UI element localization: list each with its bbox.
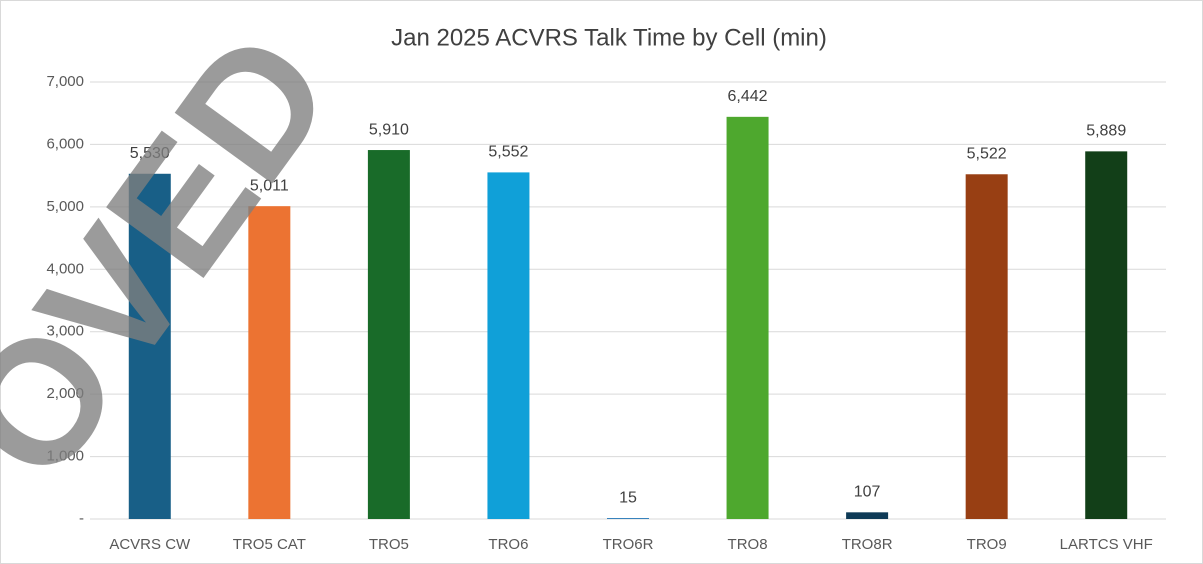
bar xyxy=(367,150,410,519)
bar xyxy=(607,518,649,519)
bar xyxy=(128,173,171,519)
y-tick-label: 2,000 xyxy=(46,385,84,402)
y-tick-label: 7,000 xyxy=(46,73,84,90)
bar xyxy=(846,512,889,519)
bar xyxy=(487,172,530,519)
value-label: 5,889 xyxy=(1086,123,1126,140)
x-tick-label: TRO6 xyxy=(488,536,528,553)
value-label: 5,011 xyxy=(250,177,289,194)
x-tick-label: TRO9 xyxy=(967,536,1007,553)
bar xyxy=(1085,151,1128,519)
value-label: 5,910 xyxy=(369,121,409,138)
value-label: 15 xyxy=(619,489,637,506)
x-tick-label: TRO6R xyxy=(603,536,654,553)
y-tick-label: 1,000 xyxy=(46,448,84,465)
x-tick-label: TRO5 xyxy=(369,536,409,553)
x-tick-label: TRO8 xyxy=(728,536,768,553)
value-label: 6,442 xyxy=(728,88,768,105)
y-tick-label: 3,000 xyxy=(46,323,84,340)
y-tick-label: 4,000 xyxy=(46,260,84,277)
x-tick-label: TRO8R xyxy=(842,536,893,553)
y-tick-label: 6,000 xyxy=(46,135,84,152)
y-tick-label: - xyxy=(79,510,84,527)
y-tick-label: 5,000 xyxy=(46,198,84,215)
chart-title: Jan 2025 ACVRS Talk Time by Cell (min) xyxy=(391,24,827,51)
x-tick-label: ACVRS CW xyxy=(109,536,191,553)
value-label: 5,530 xyxy=(130,145,170,162)
value-label: 5,522 xyxy=(967,145,1007,162)
x-tick-label: LARTCS VHF xyxy=(1060,536,1153,553)
bar xyxy=(965,174,1008,520)
bar xyxy=(726,116,769,519)
value-label: 5,552 xyxy=(488,144,528,161)
x-tick-label: TRO5 CAT xyxy=(233,536,306,553)
plot-area: - 1,000 2,000 3,000 4,000 5,000 6,000 7,000 5,53… xyxy=(46,73,1166,553)
bar xyxy=(248,206,291,520)
value-label: 107 xyxy=(854,484,881,501)
